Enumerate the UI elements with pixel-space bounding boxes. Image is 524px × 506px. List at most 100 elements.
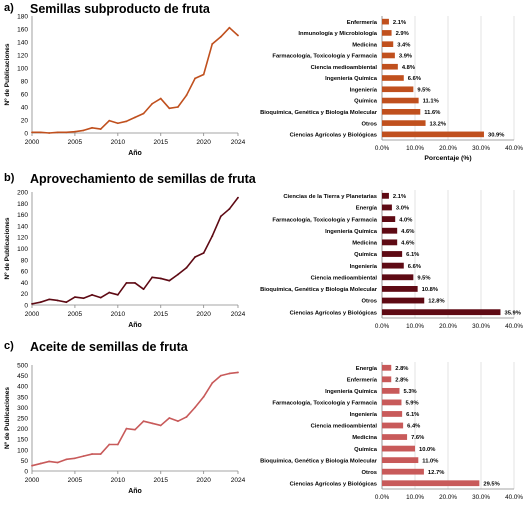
data-label: 11.1% xyxy=(423,99,439,105)
bar xyxy=(382,86,414,93)
data-point xyxy=(99,453,102,455)
bar xyxy=(382,120,426,126)
data-point xyxy=(185,94,188,97)
category-label: Ciencias Agrícolas y Biológicas xyxy=(290,310,377,316)
data-point xyxy=(151,102,154,105)
data-point xyxy=(125,282,128,284)
data-point xyxy=(142,288,145,291)
data-point xyxy=(82,455,85,458)
data-point xyxy=(168,279,171,282)
data-point xyxy=(142,420,145,423)
data-label: 2.8% xyxy=(395,366,408,372)
panel-title: Aprovechamiento de semillas de fruta xyxy=(30,172,256,186)
data-point xyxy=(151,422,154,425)
data-label: 6.6% xyxy=(408,76,421,82)
data-point xyxy=(134,428,136,431)
data-point xyxy=(159,277,162,280)
x-tick-label: 40.0% xyxy=(505,323,523,330)
category-label: Otros xyxy=(362,121,377,127)
y-tick-label: 100 xyxy=(17,66,28,73)
data-point xyxy=(31,464,33,467)
y-axis-label: Nº de Publicaciones xyxy=(4,217,11,279)
data-point xyxy=(134,116,136,119)
data-point xyxy=(194,256,196,258)
bar xyxy=(382,376,392,383)
data-point xyxy=(237,34,239,37)
y-tick-label: 140 xyxy=(17,40,28,47)
bar xyxy=(382,216,396,222)
category-label: Farmacología, Toxicología y Farmacia xyxy=(272,401,377,407)
data-point xyxy=(177,273,179,276)
category-label: Energía xyxy=(356,206,378,212)
x-axis-label: Porcentaje (%) xyxy=(424,155,471,162)
data-label: 2.8% xyxy=(395,378,408,384)
bar xyxy=(382,434,408,440)
bar xyxy=(382,131,484,138)
y-tick-label: 250 xyxy=(17,416,28,423)
category-label: Medicina xyxy=(352,42,378,48)
bar xyxy=(382,204,392,211)
x-tick-label: 10.0% xyxy=(406,145,424,152)
x-axis-label: Año xyxy=(128,322,142,329)
data-point xyxy=(74,130,76,133)
x-tick-label: 2010 xyxy=(111,311,126,318)
y-axis-label: Nº de Publicaciones xyxy=(4,387,11,449)
y-tick-label: 40 xyxy=(21,280,29,287)
data-point xyxy=(177,420,179,423)
data-label: 3.4% xyxy=(397,42,410,48)
data-point xyxy=(65,131,68,134)
data-point xyxy=(116,122,119,125)
category-label: Farmacología, Toxicología y Farmacia xyxy=(272,217,377,223)
bar xyxy=(382,75,404,81)
data-point xyxy=(39,462,42,465)
bar xyxy=(382,251,403,257)
data-point xyxy=(31,131,33,134)
bar xyxy=(382,18,389,25)
data-label: 7.6% xyxy=(411,435,424,441)
data-point xyxy=(177,106,179,108)
bar xyxy=(382,30,392,36)
y-tick-label: 40 xyxy=(21,105,29,112)
y-tick-label: 100 xyxy=(17,246,28,253)
panel-b: b) Aprovechamiento de semillas de fruta xyxy=(0,172,524,337)
x-tick-label: 2020 xyxy=(196,477,211,484)
data-point xyxy=(108,291,111,294)
data-label: 6.4% xyxy=(407,424,420,430)
y-tick-label: 0 xyxy=(24,131,28,138)
category-label: Ingeniería xyxy=(350,264,378,270)
x-tick-label: 10.0% xyxy=(406,323,424,330)
data-point xyxy=(82,129,85,132)
bar xyxy=(382,274,414,281)
data-label: 6.1% xyxy=(406,412,419,418)
bar xyxy=(382,52,395,59)
data-label: 2.9% xyxy=(396,31,409,37)
y-tick-label: 80 xyxy=(21,257,29,264)
y-tick-label: 120 xyxy=(17,53,28,60)
data-point xyxy=(202,395,205,398)
bar xyxy=(382,192,389,199)
data-point xyxy=(39,131,42,134)
bar xyxy=(382,262,404,269)
data-point xyxy=(185,266,188,269)
category-label: Farmacología, Toxicología y Farmacia xyxy=(272,54,377,60)
x-tick-label: 2010 xyxy=(111,139,126,146)
bar xyxy=(382,445,415,452)
data-label: 4.6% xyxy=(401,241,414,247)
data-point xyxy=(219,35,222,38)
category-label: Ciencias de la Tierra y Planetarias xyxy=(283,194,377,200)
y-tick-label: 300 xyxy=(17,405,28,412)
data-point xyxy=(74,457,76,460)
data-label: 12.7% xyxy=(428,470,444,476)
y-tick-label: 80 xyxy=(21,79,29,86)
bar xyxy=(382,468,424,475)
y-tick-label: 0 xyxy=(24,303,28,310)
bar xyxy=(382,399,402,406)
bar xyxy=(382,97,419,104)
data-point xyxy=(99,128,102,131)
data-point xyxy=(228,372,231,375)
data-point xyxy=(31,302,33,305)
data-point xyxy=(116,293,119,296)
category-label: Otros xyxy=(362,470,377,476)
